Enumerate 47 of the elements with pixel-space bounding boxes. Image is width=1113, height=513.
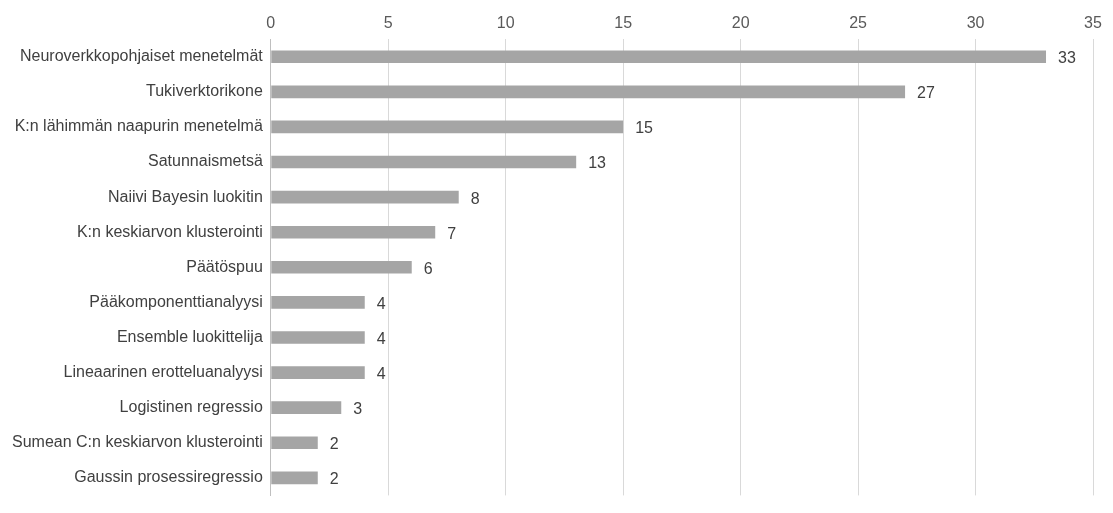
bar [271,260,412,274]
x-tick-label: 30 [966,14,985,32]
x-tick-label: 5 [383,14,393,32]
bar [271,296,365,309]
data-label: 2 [329,435,339,453]
x-tick-label: 25 [849,14,868,32]
data-label: 8 [470,189,480,207]
y-tick-label: Tukiverktorikone [146,82,263,100]
bar [271,401,342,414]
bar [271,120,624,134]
y-tick-label: Sumean C:n keskiarvon klusterointi [12,433,263,451]
y-tick-label: Ensemble luokittelija [116,327,263,345]
y-tick-label: Päätöspuu [186,257,263,275]
data-label: 7 [447,224,457,242]
bar [271,366,365,379]
data-label: 13 [588,154,607,172]
bar [271,50,1047,64]
y-tick-label: Lineaarinen erotteluanalyysi [63,362,263,380]
bar [271,155,577,169]
y-tick-label: Satunnaismetsä [148,152,263,170]
x-tick-label: 35 [1084,14,1102,32]
y-tick-label: Naiivi Bayesin luokitin [108,187,263,205]
data-label: 15 [635,119,654,137]
data-label: 4 [376,364,386,382]
x-tick-label: 10 [496,14,515,32]
x-tick-label: 0 [266,14,276,32]
y-tick-label: Pääkomponenttianalyysi [89,292,263,310]
y-tick-label: K:n keskiarvon klusterointi [76,222,263,240]
x-tick-label: 15 [614,14,633,32]
data-label: 4 [376,329,386,347]
bar [271,436,318,450]
bar [271,471,318,485]
bar [271,225,436,239]
y-tick-label: Gaussin prosessiregressio [74,468,263,486]
data-label: 2 [329,470,339,488]
data-label: 27 [917,84,935,102]
y-tick-label: Logistinen regressio [119,398,263,416]
data-label: 3 [353,400,363,418]
bar [271,85,906,99]
data-label: 6 [423,259,433,277]
x-tick-label: 20 [731,14,750,32]
y-tick-label: K:n lähimmän naapurin menetelmä [14,117,263,135]
data-label: 33 [1058,49,1076,67]
bar [271,331,365,344]
bar [271,190,459,204]
data-label: 4 [376,294,386,312]
y-tick-label: Neuroverkkopohjaiset menetelmät [19,47,264,65]
